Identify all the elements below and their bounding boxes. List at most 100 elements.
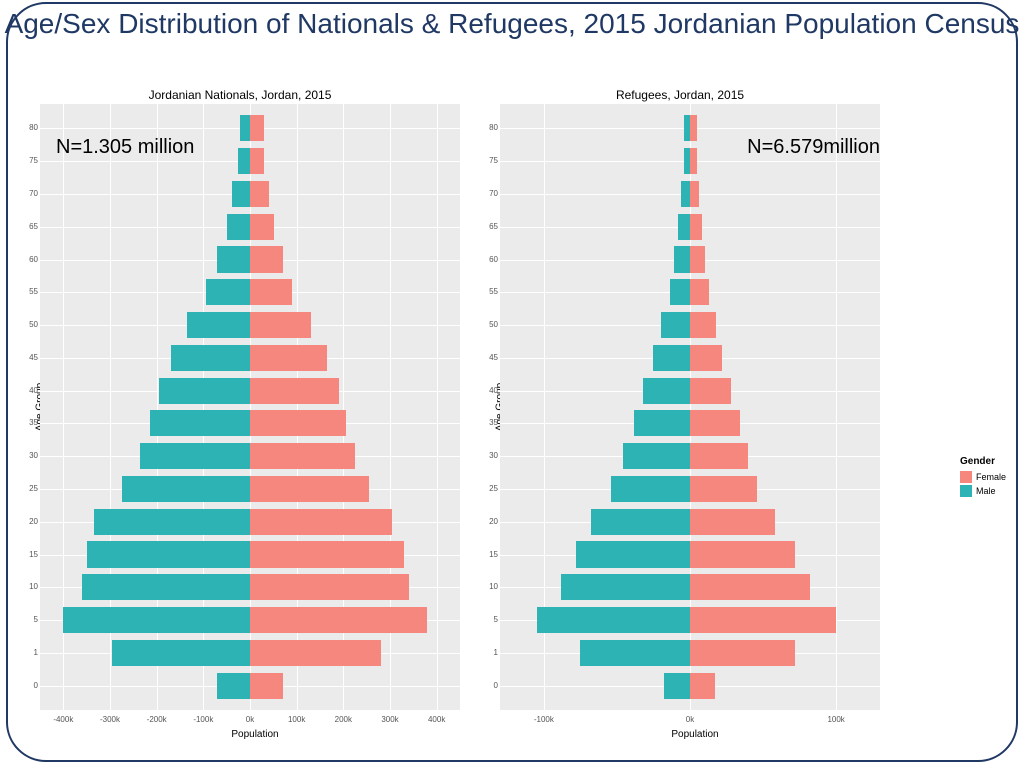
y-tick: 10	[20, 583, 38, 591]
y-tick: 45	[480, 354, 498, 362]
bar-female	[250, 181, 269, 207]
bar-female	[690, 443, 748, 469]
bar-male	[171, 345, 250, 371]
slide: Age/Sex Distribution of Nationals & Refu…	[0, 0, 1024, 768]
y-tick: 15	[480, 551, 498, 559]
bar-female	[250, 640, 381, 666]
bar-female	[250, 345, 327, 371]
bar-male	[122, 476, 250, 502]
bar-male	[217, 673, 250, 699]
y-tick: 75	[480, 157, 498, 165]
y-tick: 70	[20, 190, 38, 198]
bar-female	[250, 443, 355, 469]
panel-title-refugees: Refugees, Jordan, 2015	[470, 86, 890, 104]
y-tick: 50	[480, 321, 498, 329]
bar-female	[250, 410, 346, 436]
bar-male	[150, 410, 250, 436]
bar-female	[250, 607, 427, 633]
x-tick: 100k	[827, 715, 844, 724]
x-axis-label: Population	[500, 729, 890, 740]
bar-female	[250, 279, 292, 305]
x-axis-label: Population	[40, 729, 470, 740]
y-tick: 65	[480, 223, 498, 231]
legend-item-male: Male	[960, 485, 1006, 497]
y-tick: 1	[20, 649, 38, 657]
bar-male	[678, 214, 690, 240]
y-tick: 5	[480, 616, 498, 624]
bar-female	[690, 148, 697, 174]
bar-male	[580, 640, 690, 666]
bar-male	[217, 246, 250, 272]
bar-male	[561, 574, 690, 600]
x-tick: 100k	[288, 715, 305, 724]
y-tick: 55	[20, 288, 38, 296]
bar-male	[94, 509, 250, 535]
bar-male	[576, 541, 690, 567]
bar-female	[250, 574, 409, 600]
bar-female	[250, 509, 392, 535]
bar-male	[681, 181, 690, 207]
bar-male	[159, 378, 250, 404]
bar-female	[250, 148, 264, 174]
bar-female	[690, 115, 697, 141]
bar-female	[690, 476, 757, 502]
bar-female	[690, 541, 795, 567]
y-tick: 55	[480, 288, 498, 296]
x-tick: -100k	[534, 715, 554, 724]
y-tick: 30	[20, 452, 38, 460]
bar-female	[250, 476, 369, 502]
y-tick: 0	[20, 682, 38, 690]
y-tick: 1	[480, 649, 498, 657]
y-tick: 70	[480, 190, 498, 198]
plot-refugees: -100k0k100k01510152025303540455055606570…	[500, 104, 880, 710]
bar-male	[227, 214, 250, 240]
x-tick: -300k	[100, 715, 120, 724]
x-tick: 200k	[335, 715, 352, 724]
bar-male	[140, 443, 250, 469]
y-tick: 40	[480, 387, 498, 395]
bar-female	[690, 214, 702, 240]
bar-male	[63, 607, 250, 633]
bar-male	[634, 410, 690, 436]
bar-male	[82, 574, 250, 600]
bar-female	[250, 673, 283, 699]
bar-male	[611, 476, 690, 502]
bar-female	[690, 640, 795, 666]
bar-male	[87, 541, 250, 567]
bar-female	[250, 115, 264, 141]
legend: Gender Female Male	[960, 456, 1006, 499]
y-tick: 75	[20, 157, 38, 165]
bar-male	[623, 443, 690, 469]
x-tick: 0k	[686, 715, 694, 724]
y-tick: 65	[20, 223, 38, 231]
y-tick: 35	[480, 419, 498, 427]
legend-title: Gender	[960, 456, 1006, 467]
y-tick: 0	[480, 682, 498, 690]
bar-male	[187, 312, 250, 338]
y-tick: 10	[480, 583, 498, 591]
x-tick: -400k	[53, 715, 73, 724]
plot-nationals: -400k-300k-200k-100k0k100k200k300k400k01…	[40, 104, 460, 710]
x-tick: 0k	[246, 715, 254, 724]
y-tick: 45	[20, 354, 38, 362]
x-tick: 400k	[428, 715, 445, 724]
bar-male	[232, 181, 250, 207]
legend-swatch-male	[960, 485, 972, 497]
bar-male	[664, 673, 690, 699]
bar-female	[690, 574, 810, 600]
legend-label-female: Female	[976, 472, 1006, 482]
bar-male	[591, 509, 690, 535]
bar-female	[690, 312, 716, 338]
bar-female	[690, 509, 775, 535]
y-tick: 30	[480, 452, 498, 460]
legend-swatch-female	[960, 471, 972, 483]
bar-male	[537, 607, 690, 633]
y-tick: 25	[480, 485, 498, 493]
y-tick: 25	[20, 485, 38, 493]
x-tick: 300k	[381, 715, 398, 724]
bar-female	[250, 541, 404, 567]
bar-male	[674, 246, 690, 272]
bar-female	[690, 607, 836, 633]
y-tick: 40	[20, 387, 38, 395]
bar-female	[250, 378, 339, 404]
